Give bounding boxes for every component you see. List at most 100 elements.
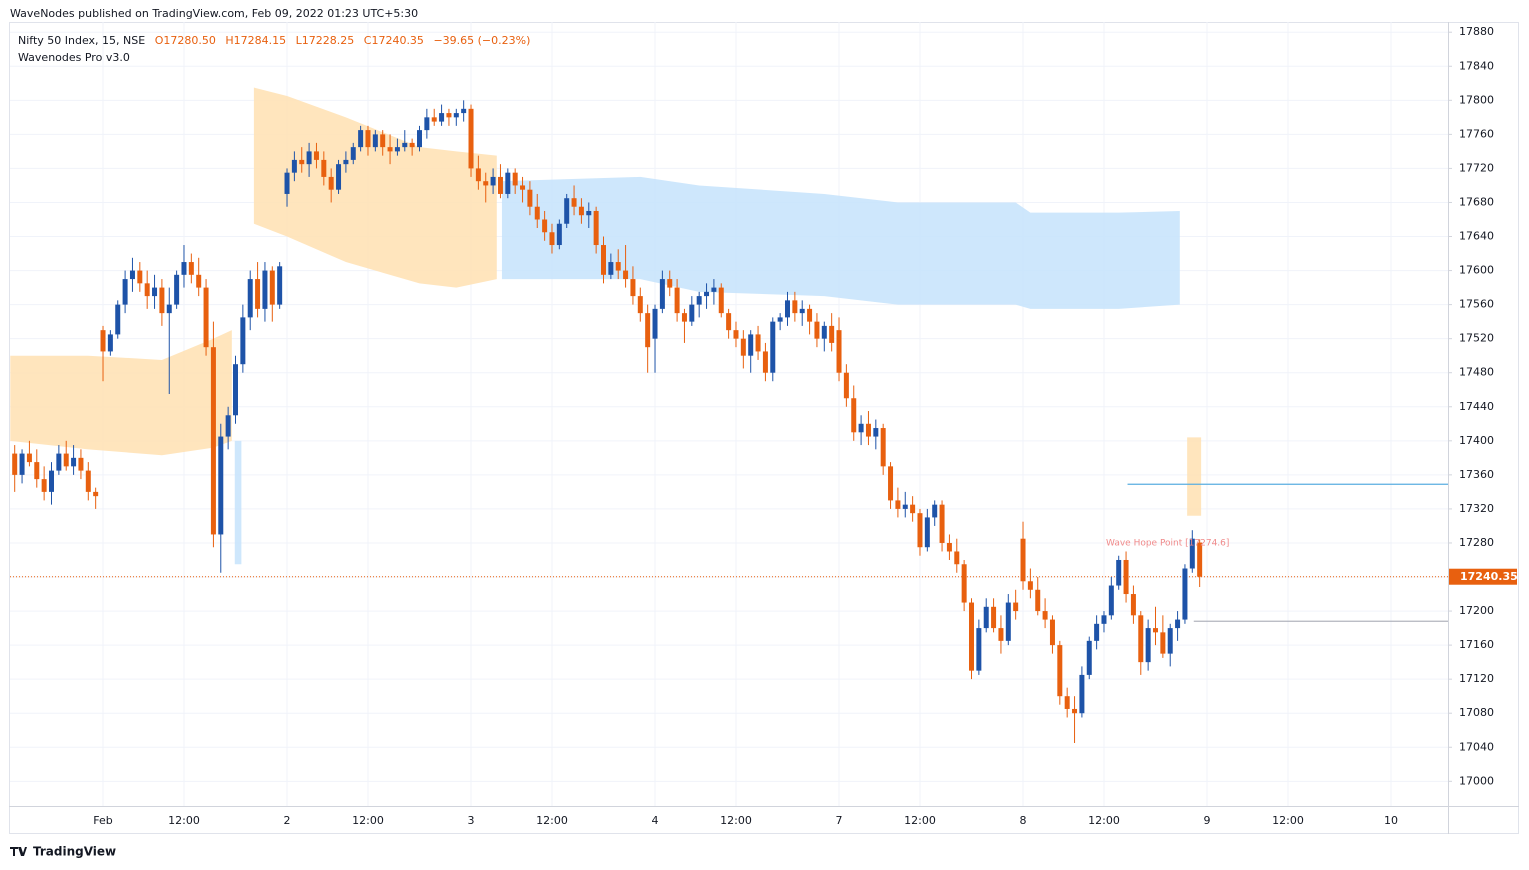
y-tick-label: 17080 bbox=[1459, 706, 1494, 719]
candle-body bbox=[321, 159, 327, 177]
y-tick-label: 17520 bbox=[1459, 332, 1494, 345]
x-tick-label: 3 bbox=[468, 814, 475, 827]
candle-body bbox=[667, 279, 673, 288]
candle-body bbox=[1013, 602, 1019, 612]
candle-body bbox=[829, 325, 835, 343]
candle-body bbox=[497, 176, 503, 194]
candle-body bbox=[601, 245, 606, 275]
candle-body bbox=[991, 606, 997, 629]
candle-body bbox=[240, 317, 246, 365]
candle-body bbox=[652, 308, 658, 339]
candle-body bbox=[755, 334, 761, 352]
candle-body bbox=[387, 147, 393, 152]
candle-body bbox=[1182, 568, 1188, 620]
candle-body bbox=[159, 287, 165, 314]
last-price-label: 17240.35 bbox=[1460, 570, 1518, 583]
candle-body bbox=[777, 317, 783, 322]
candle-body bbox=[137, 270, 143, 284]
candle-body bbox=[34, 462, 40, 480]
candle-body bbox=[196, 274, 202, 288]
candle-body bbox=[336, 164, 342, 190]
legend-line: Nifty 50 Index, 15, NSE O17280.50 H17284… bbox=[18, 34, 530, 47]
candle-body bbox=[1035, 589, 1041, 612]
candle-body bbox=[542, 219, 548, 233]
candle-body bbox=[468, 108, 474, 169]
candle-body bbox=[12, 453, 18, 475]
candle-body bbox=[233, 364, 238, 416]
candle-body bbox=[188, 262, 194, 275]
candle-body bbox=[210, 347, 216, 535]
candle-body bbox=[446, 113, 452, 118]
publisher-line: WaveNodes published on TradingView.com, … bbox=[10, 7, 418, 20]
candle-body bbox=[358, 130, 364, 148]
candle-body bbox=[726, 313, 732, 331]
zone bbox=[501, 176, 1180, 309]
candle-body bbox=[1064, 696, 1070, 709]
candle-body bbox=[615, 262, 621, 271]
candle-body bbox=[586, 210, 592, 216]
candle-body bbox=[821, 325, 827, 339]
footer-logo: TradingView bbox=[10, 845, 116, 859]
candle-body bbox=[740, 338, 746, 356]
candle-body bbox=[1020, 538, 1026, 582]
candle-body bbox=[56, 453, 62, 471]
candle-body bbox=[93, 491, 99, 497]
candle-body bbox=[711, 287, 717, 292]
candle-body bbox=[306, 151, 312, 165]
candle-body bbox=[534, 206, 540, 220]
candle-body bbox=[556, 223, 562, 246]
symbol: Nifty 50 Index, 15, NSE bbox=[18, 34, 145, 47]
candle-body bbox=[483, 181, 489, 186]
y-tick-label: 17000 bbox=[1459, 774, 1494, 787]
candle-body bbox=[475, 168, 481, 182]
x-tick-label: 4 bbox=[652, 814, 659, 827]
axes: 1700017040170801712017160172001724017280… bbox=[93, 25, 1517, 827]
candle-body bbox=[1049, 619, 1055, 646]
candle-body bbox=[424, 117, 430, 131]
y-tick-label: 17800 bbox=[1459, 93, 1494, 106]
candle-body bbox=[718, 287, 724, 314]
candle-body bbox=[1086, 640, 1092, 675]
candle-body bbox=[785, 300, 790, 318]
candle-body bbox=[865, 423, 871, 437]
candle-body bbox=[1130, 594, 1136, 616]
candle-body bbox=[26, 453, 32, 463]
candle-body bbox=[807, 308, 813, 322]
candle-body bbox=[954, 551, 960, 565]
candle-body bbox=[181, 262, 187, 275]
candle-body bbox=[1101, 615, 1107, 624]
candle-body bbox=[549, 232, 555, 246]
y-tick-label: 17280 bbox=[1459, 536, 1494, 549]
candle-body bbox=[932, 504, 938, 518]
y-tick-label: 17120 bbox=[1459, 672, 1494, 685]
candle-body bbox=[505, 172, 511, 194]
candle-body bbox=[291, 159, 297, 173]
candle-body bbox=[380, 134, 386, 148]
candle-body bbox=[799, 308, 805, 314]
candle-body bbox=[681, 313, 687, 322]
candle-body bbox=[115, 304, 121, 335]
candle-body bbox=[1145, 628, 1151, 663]
candle-body bbox=[888, 466, 894, 501]
candle-body bbox=[49, 470, 54, 492]
y-tick-label: 17880 bbox=[1459, 25, 1494, 38]
candle-body bbox=[983, 606, 989, 629]
candle-body bbox=[630, 279, 636, 297]
candle-body bbox=[328, 176, 334, 190]
candle-body bbox=[439, 113, 445, 122]
candle-body bbox=[350, 147, 356, 160]
candle-body bbox=[637, 296, 643, 314]
candle-body bbox=[122, 279, 128, 305]
y-tick-label: 17640 bbox=[1459, 230, 1494, 243]
candle-body bbox=[748, 334, 754, 356]
candle-body bbox=[939, 504, 945, 543]
levels bbox=[10, 483, 1448, 622]
x-tick-label: Feb bbox=[93, 814, 112, 827]
candle-body bbox=[63, 453, 69, 467]
y-tick-label: 17480 bbox=[1459, 366, 1494, 379]
candle-body bbox=[961, 564, 967, 603]
candle-body bbox=[792, 300, 798, 314]
candle-body bbox=[1072, 708, 1078, 714]
candle-body bbox=[770, 321, 776, 373]
